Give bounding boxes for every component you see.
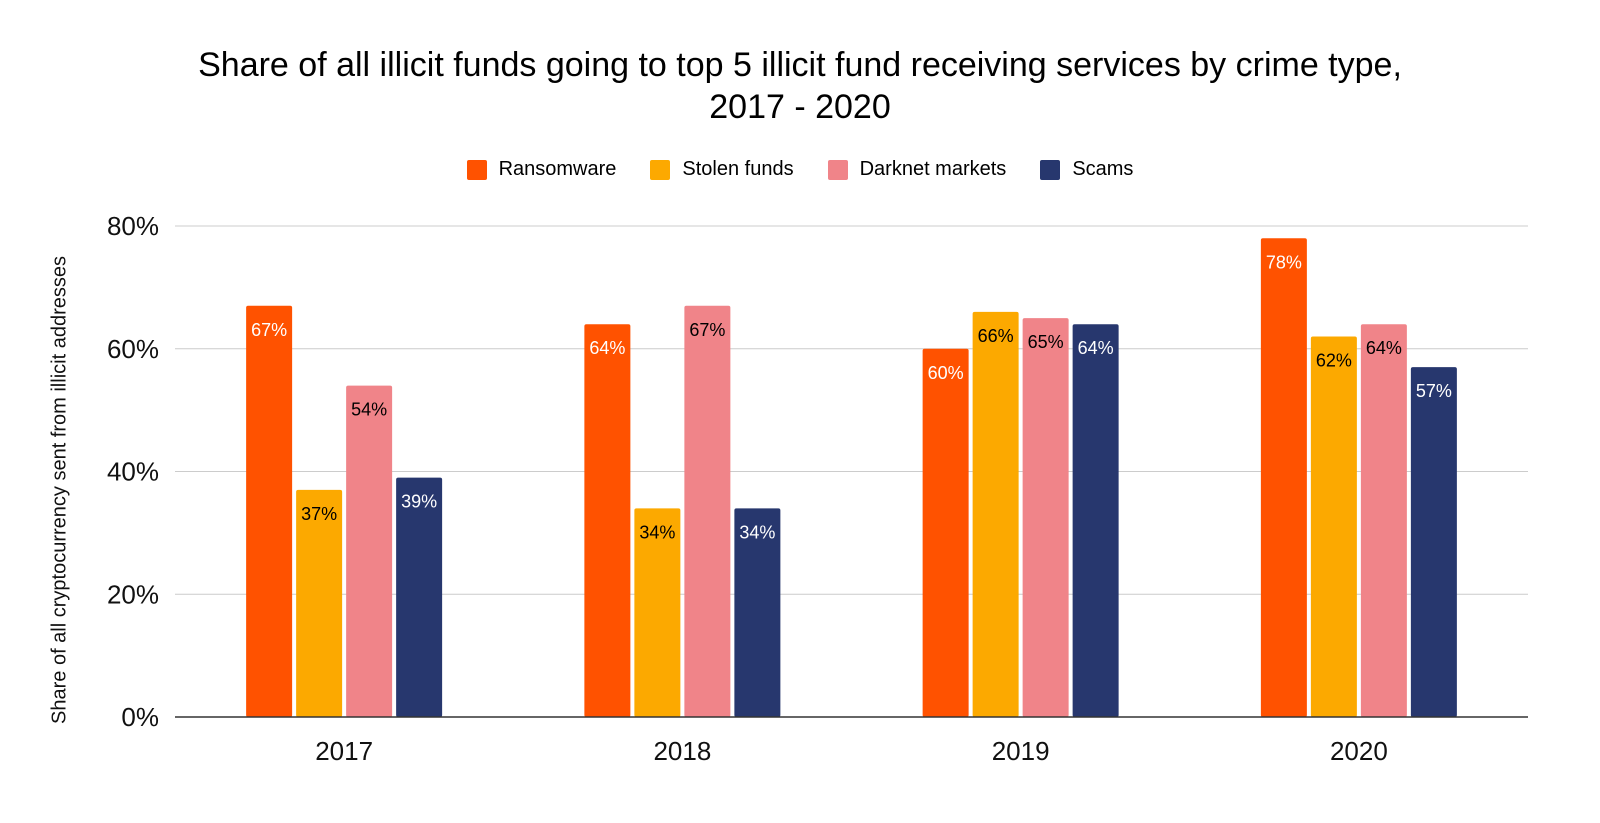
bar-ransomware-2017[interactable] — [246, 305, 293, 717]
y-tick-label: 20% — [107, 579, 159, 609]
data-label-scams-2019: 64% — [1078, 338, 1114, 358]
bar-ransomware-2019[interactable] — [922, 348, 969, 717]
bar-darknet-markets-2019[interactable] — [1022, 318, 1069, 717]
legend-item-scams[interactable]: Scams — [1040, 158, 1133, 181]
data-label-ransomware-2019: 60% — [928, 363, 964, 383]
data-label-darknet-markets-2020: 64% — [1366, 338, 1402, 358]
data-label-stolen-funds-2017: 37% — [301, 504, 337, 524]
data-label-darknet-markets-2018: 67% — [689, 320, 725, 340]
y-tick-label: 80% — [107, 211, 159, 241]
data-label-ransomware-2018: 64% — [589, 338, 625, 358]
legend-item-ransomware[interactable]: Ransomware — [466, 158, 617, 181]
data-label-scams-2017: 39% — [401, 492, 437, 512]
x-tick-label-2020: 2020 — [1330, 736, 1388, 766]
bar-stolen-funds-2018[interactable] — [634, 508, 681, 717]
bar-darknet-markets-2018[interactable] — [684, 305, 731, 717]
chart-title-line-2: 2017 - 2020 — [709, 88, 891, 126]
legend-label-ransomware: Ransomware — [498, 158, 617, 180]
data-label-ransomware-2017: 67% — [251, 320, 287, 340]
bar-darknet-markets-2017[interactable] — [346, 385, 393, 717]
data-label-stolen-funds-2019: 66% — [978, 326, 1014, 346]
legend-item-stolen-funds[interactable]: Stolen funds — [650, 158, 794, 181]
x-tick-label-2018: 2018 — [653, 736, 711, 766]
legend-item-darknet-markets[interactable]: Darknet markets — [827, 158, 1007, 181]
legend-label-stolen-funds: Stolen funds — [682, 158, 794, 180]
legend-swatch-scams — [1040, 159, 1061, 180]
x-tick-label-2019: 2019 — [992, 736, 1050, 766]
y-axis-ticks: 0% 20% 40% 60% 80% — [107, 211, 159, 732]
bar-scams-2017[interactable] — [396, 477, 443, 717]
bar-ransomware-2020[interactable] — [1260, 238, 1307, 717]
chart-title-line-1: Share of all illicit funds going to top … — [198, 46, 1402, 84]
data-label-darknet-markets-2019: 65% — [1028, 332, 1064, 352]
bar-stolen-funds-2020[interactable] — [1310, 336, 1357, 717]
bar-ransomware-2018[interactable] — [584, 324, 631, 717]
data-label-stolen-funds-2018: 34% — [639, 522, 675, 542]
bar-stolen-funds-2017[interactable] — [296, 489, 343, 717]
x-axis-ticks: 2017 2018 2019 2020 — [315, 736, 1388, 766]
data-labels: 67% 37% 54% 39% 64% 34% 67% 34% 60% 66% 65% 64% 78% 6… — [251, 252, 1452, 542]
bar-scams-2018[interactable] — [734, 508, 781, 717]
legend-swatch-darknet-markets — [827, 159, 848, 180]
bar-scams-2019[interactable] — [1072, 324, 1119, 717]
data-label-stolen-funds-2020: 62% — [1316, 350, 1352, 370]
bar-darknet-markets-2020[interactable] — [1360, 324, 1407, 717]
legend-label-scams: Scams — [1072, 158, 1134, 180]
x-tick-label-2017: 2017 — [315, 736, 373, 766]
chart-legend: Ransomware Stolen funds Darknet markets … — [0, 158, 1600, 181]
chart-title: Share of all illicit funds going to top … — [0, 44, 1600, 128]
data-label-ransomware-2020: 78% — [1266, 252, 1302, 272]
legend-label-darknet-markets: Darknet markets — [859, 158, 1007, 180]
legend-swatch-ransomware — [466, 159, 487, 180]
y-tick-label: 0% — [121, 702, 159, 732]
bar-stolen-funds-2019[interactable] — [972, 311, 1019, 717]
data-label-scams-2020: 57% — [1416, 381, 1452, 401]
y-tick-label: 40% — [107, 457, 159, 487]
data-label-darknet-markets-2017: 54% — [351, 400, 387, 420]
legend-swatch-stolen-funds — [650, 159, 671, 180]
bar-scams-2020[interactable] — [1410, 367, 1457, 717]
data-label-scams-2018: 34% — [739, 522, 775, 542]
bars — [246, 238, 1457, 717]
y-tick-label: 60% — [107, 334, 159, 364]
